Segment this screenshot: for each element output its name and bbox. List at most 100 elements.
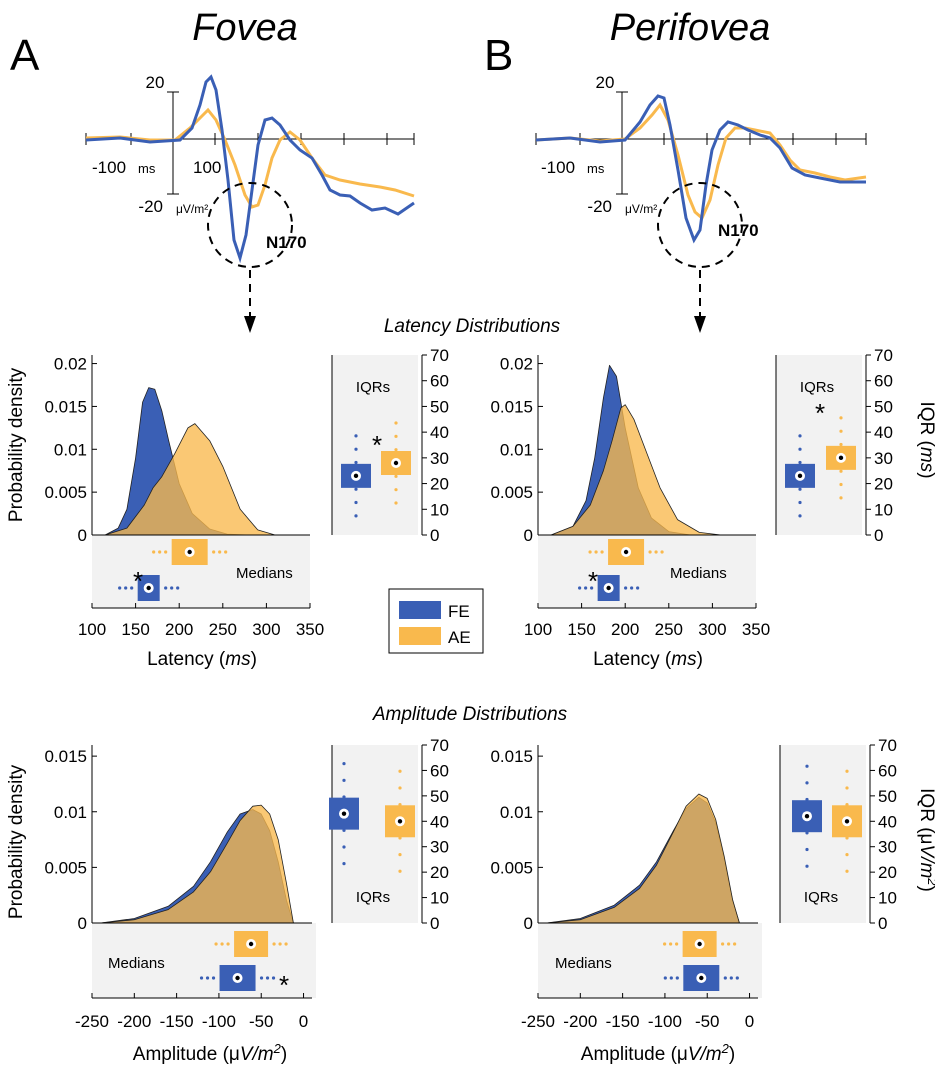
medians-label: Medians [670, 565, 727, 582]
x-tick-label: 0 [745, 1012, 754, 1031]
iqr-tick-label: 30 [430, 838, 449, 857]
iqr-dot-ae [839, 416, 843, 420]
section-title-latency: Latency Distributions [384, 316, 561, 337]
iqr-dot-fe [342, 762, 346, 766]
erp-line-fe [535, 94, 866, 244]
n170-circle [657, 182, 743, 268]
median-dot-ae [218, 550, 222, 554]
n170-label: N170 [718, 221, 759, 240]
iqr-tick-label: 50 [878, 787, 897, 806]
erp-arrow-head [694, 316, 706, 333]
median-dot-fe [675, 976, 679, 980]
median-marker-inner [235, 975, 240, 981]
x-tick-label: -100 [648, 1012, 682, 1031]
density-areas [546, 793, 740, 923]
median-dot-ae [733, 942, 737, 946]
median-dot-fe [118, 586, 122, 590]
y-tick-label: 0.01 [500, 803, 533, 822]
erp-y-label-20: 20 [146, 73, 165, 92]
erp-x-label-m100: -100 [92, 158, 126, 177]
median-dot-fe [729, 976, 733, 980]
iqr-dot-ae [839, 482, 843, 487]
iqr-dot-fe [798, 434, 802, 438]
iqrs-label: IQRs [800, 379, 834, 396]
x-tick-label: 150 [121, 620, 149, 639]
iqr-dot-ae [394, 488, 398, 492]
x-tick-label: -50 [695, 1012, 720, 1031]
iqr-dot-ae [398, 869, 402, 873]
iqr-dot-ae [839, 429, 843, 433]
median-dot-ae [212, 550, 216, 554]
median-dot-fe [170, 586, 174, 590]
x-tick-label: 250 [655, 620, 683, 639]
x-axis-title-latency-a: Latency (ms) [147, 649, 257, 670]
significance-star-medians: * [133, 566, 143, 596]
medians-panel [538, 535, 756, 608]
iqr-dot-fe [354, 514, 358, 518]
median-dot-ae [600, 550, 604, 554]
median-dot-ae [224, 550, 228, 554]
iqr-dot-fe [805, 847, 809, 852]
x-tick-label: 350 [742, 620, 770, 639]
erp-plot-perifovea: 20 -20 μV/m² -100 ms N170 [535, 73, 867, 333]
iqr-dot-fe [342, 862, 346, 866]
median-dot-fe [199, 976, 204, 980]
iqr-tick-label: 0 [430, 914, 439, 933]
erp-line-fe [85, 74, 415, 264]
x-tick-label: 300 [698, 620, 726, 639]
medians-panel [92, 923, 316, 998]
iqr-tick-label: 40 [430, 423, 449, 442]
iqr-axis-title-latency: IQR (ms) [916, 401, 935, 478]
density-area-ae [104, 423, 276, 535]
legend-swatch-ae [399, 627, 441, 645]
median-dot-fe [164, 586, 168, 590]
y-tick-label: 0 [78, 526, 87, 545]
iqr-marker-inner [797, 473, 803, 479]
median-dot-fe [211, 976, 216, 980]
iqr-dot-fe [342, 828, 346, 832]
iqr-dot-ae [394, 448, 398, 452]
x-axis-title-amplitude-a: Amplitude (μV/m2) [133, 1041, 287, 1066]
panel-title-perifovea: Perifovea [610, 7, 771, 49]
iqr-dot-fe [342, 778, 346, 782]
density-area-ae [550, 404, 722, 535]
erp-plot-fovea: 20 -20 μV/m² -100 ms 100 N170 [85, 73, 415, 333]
density-area-ae [546, 793, 740, 923]
iqrs-label: IQRs [356, 889, 390, 906]
medians-label: Medians [236, 565, 293, 582]
panel-letter-b: B [484, 31, 513, 80]
y-tick-label: 0 [78, 914, 87, 933]
density-chart-a-amplitude: 0 0.005 0.01 0.015 -250 -200 -150 -100 -50 0 Media… [44, 736, 448, 1031]
iqr-dot-fe [805, 864, 809, 868]
median-dot-fe [259, 976, 264, 980]
median-marker-inner [187, 549, 192, 555]
iqr-dot-ae [845, 803, 849, 807]
median-dot-ae [594, 550, 598, 554]
iqr-marker-inner [838, 455, 844, 461]
iqr-tick-label: 60 [430, 761, 449, 780]
iqr-marker-inner [353, 473, 359, 479]
median-dot-fe [578, 586, 582, 590]
median-dot-ae [214, 942, 218, 946]
median-dot-fe [584, 586, 588, 590]
iqr-tick-label: 40 [874, 423, 893, 442]
iqr-dot-fe [342, 795, 346, 799]
iqr-tick-label: 50 [430, 787, 449, 806]
iqr-dot-fe [354, 434, 358, 438]
median-dot-ae [660, 550, 664, 554]
erp-x-unit: ms [138, 161, 156, 176]
erp-unit: μV/m² [176, 202, 208, 216]
iqr-tick-label: 20 [874, 475, 893, 494]
median-dot-ae [721, 942, 725, 946]
iqr-tick-label: 0 [874, 526, 883, 545]
section-title-amplitude: Amplitude Distributions [372, 704, 568, 725]
median-dot-fe [265, 976, 270, 980]
iqr-tick-label: 10 [878, 889, 897, 908]
iqr-dot-ae [845, 853, 849, 857]
iqr-dot-fe [805, 781, 809, 785]
median-dot-ae [164, 550, 168, 554]
x-axis-title-latency-b: Latency (ms) [593, 649, 703, 670]
iqr-dot-ae [845, 769, 849, 773]
erp-unit: μV/m² [625, 202, 657, 216]
